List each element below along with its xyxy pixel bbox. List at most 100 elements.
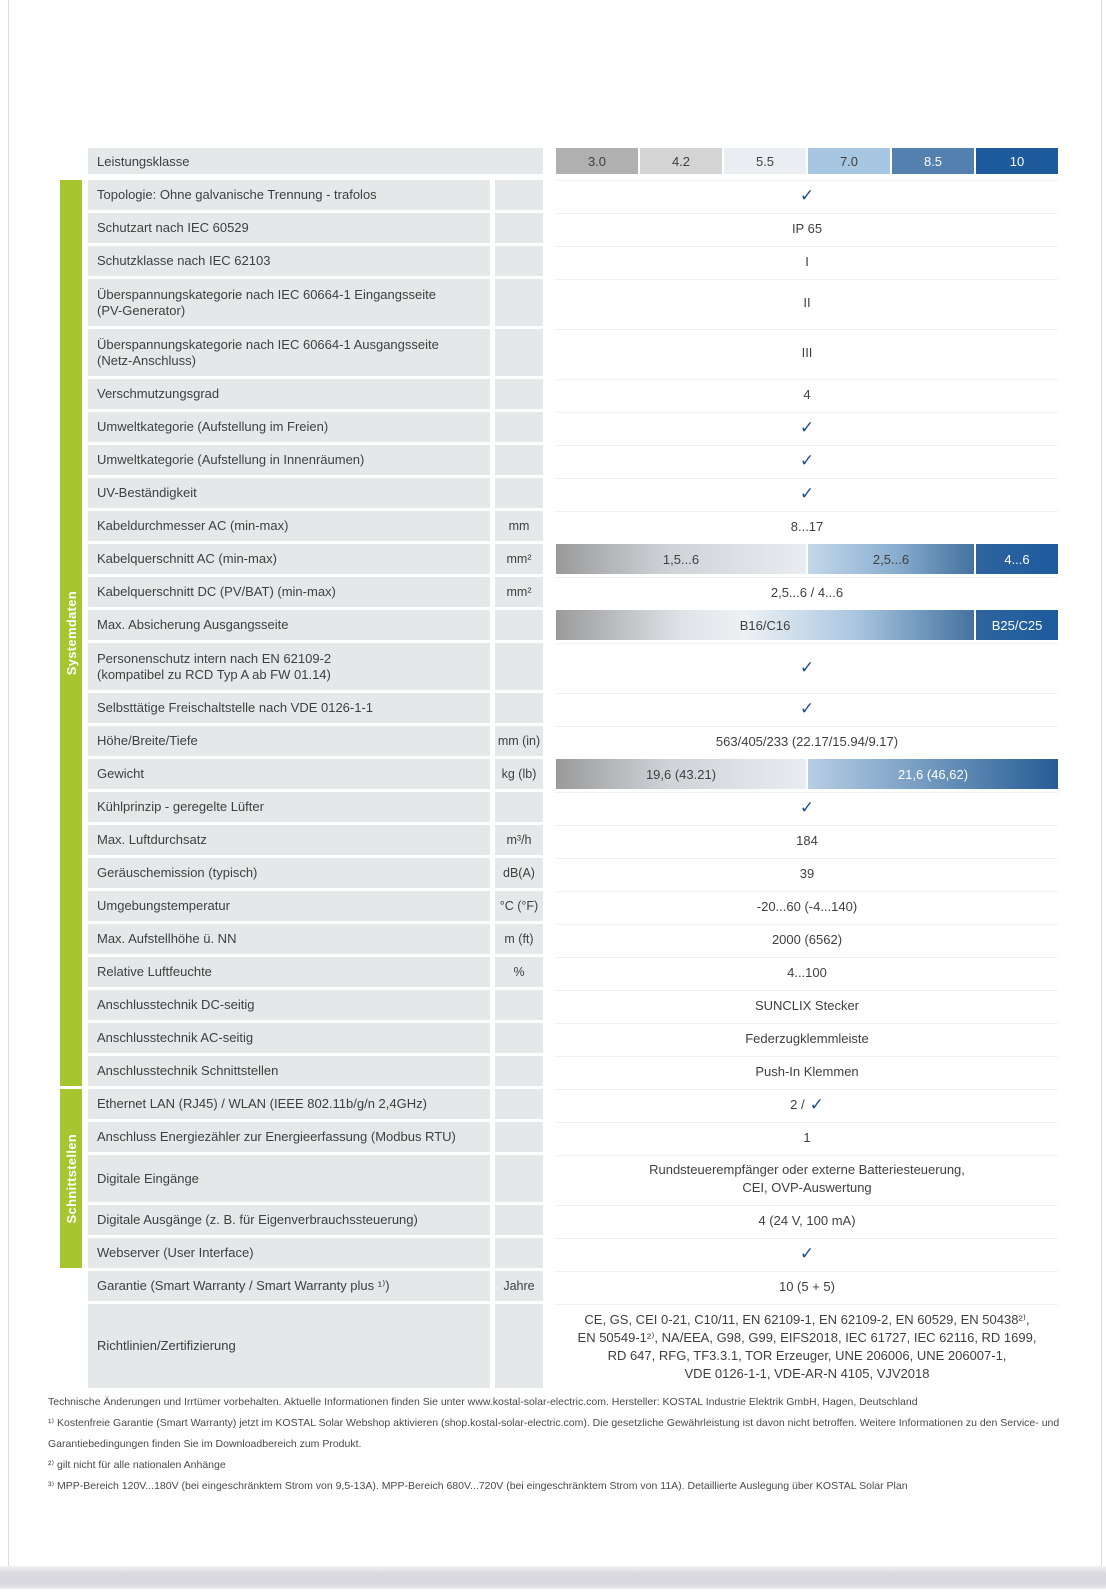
footnote-warranty: ¹⁾ Kostenfreie Garantie (Smart Warranty)… <box>48 1417 1060 1450</box>
row-value: ✓ <box>556 643 1058 690</box>
row-value-text: 10 (5 + 5) <box>778 1278 835 1294</box>
row-unit: mm² <box>495 544 543 574</box>
table-row: Anschlusstechnik Schnittstellen Push-In K… <box>88 1056 1058 1086</box>
row-value: IP 65 <box>556 213 1058 243</box>
table-row: Kühlprinzip - geregelte Lüfter ✓ <box>88 792 1058 822</box>
value-segment: B25/C25 <box>976 610 1058 640</box>
row-unit: Jahre <box>495 1271 543 1301</box>
row-value-text: 184 <box>796 832 818 848</box>
row-label: Digitale Eingänge <box>88 1155 490 1202</box>
value-segment: 19,6 (43.21) <box>556 759 806 789</box>
table-row: Webserver (User Interface) ✓ <box>88 1238 1058 1268</box>
row-label: Selbsttätige Freischaltstelle nach VDE 0… <box>88 693 490 723</box>
row-value-text: CE, GS, CEI 0-21, C10/11, EN 62109-1, EN… <box>577 1311 1037 1381</box>
row-label: Geräuschemission (typisch) <box>88 858 490 888</box>
table-row: Richtlinien/Zertifizierung CE, GS, CEI 0-… <box>88 1304 1058 1388</box>
row-label: Kühlprinzip - geregelte Lüfter <box>88 792 490 822</box>
row-value-text: 8...17 <box>790 518 824 534</box>
row-label: Anschlusstechnik Schnittstellen <box>88 1056 490 1086</box>
row-unit <box>495 610 543 640</box>
section-rows: Topologie: Ohne galvanische Trennung - t… <box>88 180 1058 1086</box>
row-value: 2000 (6562) <box>556 924 1058 954</box>
row-value-text: 563/405/233 (22.17/15.94/9.17) <box>715 733 899 749</box>
table-row: UV-Beständigkeit ✓ <box>88 478 1058 508</box>
row-label: Topologie: Ohne galvanische Trennung - t… <box>88 180 490 210</box>
row-unit <box>495 279 543 326</box>
row-label: Anschlusstechnik DC-seitig <box>88 990 490 1020</box>
table-row: Umweltkategorie (Aufstellung in Innenräu… <box>88 445 1058 475</box>
row-value: Federzugklemmleiste <box>556 1023 1058 1053</box>
row-label: Überspannungskategorie nach IEC 60664-1 … <box>88 279 490 326</box>
power-class-header: Leistungsklasse 3.0 4.2 5.5 7.0 8.5 10 <box>88 148 1058 174</box>
row-label: Umgebungstemperatur <box>88 891 490 921</box>
row-unit <box>495 1089 543 1119</box>
check-icon: ✓ <box>809 1095 824 1114</box>
section-rows: Garantie (Smart Warranty / Smart Warrant… <box>88 1271 1058 1388</box>
page-edge-left <box>8 0 9 1566</box>
row-value-text: 2000 (6562) <box>771 931 843 947</box>
row-value: 10 (5 + 5) <box>556 1271 1058 1301</box>
row-value-text: 2 / <box>790 1096 805 1112</box>
value-segment: 2,5...6 <box>808 544 974 574</box>
power-class-cell: 3.0 <box>556 148 638 174</box>
row-value: ✓ <box>556 180 1058 210</box>
row-value: 563/405/233 (22.17/15.94/9.17) <box>556 726 1058 756</box>
table-row: Topologie: Ohne galvanische Trennung - t… <box>88 180 1058 210</box>
row-unit <box>495 1023 543 1053</box>
row-value-text: SUNCLIX Stecker <box>754 997 860 1013</box>
footnote-national-annex: ²⁾ gilt nicht für alle nationalen Anhäng… <box>48 1459 226 1471</box>
row-unit <box>495 445 543 475</box>
row-label: Schutzart nach IEC 60529 <box>88 213 490 243</box>
row-value: 2,5...6 / 4...6 <box>556 577 1058 607</box>
spec-sheet: Leistungsklasse 3.0 4.2 5.5 7.0 8.5 10 System… <box>60 148 1058 1391</box>
row-label: Kabelquerschnitt DC (PV/BAT) (min-max) <box>88 577 490 607</box>
row-unit <box>495 329 543 376</box>
power-class-cells: 3.0 4.2 5.5 7.0 8.5 10 <box>556 148 1058 174</box>
table-row: Kabelquerschnitt AC (min-max) mm² 1,5...6 2… <box>88 544 1058 574</box>
row-label: Überspannungskategorie nach IEC 60664-1 … <box>88 329 490 376</box>
table-row: Kabeldurchmesser AC (min-max) mm 8...17 <box>88 511 1058 541</box>
check-icon: ✓ <box>799 451 815 470</box>
row-unit <box>495 990 543 1020</box>
row-unit: mm (in) <box>495 726 543 756</box>
row-value-text: Federzugklemmleiste <box>745 1030 869 1046</box>
row-value: B16/C16 B25/C25 <box>556 610 1058 640</box>
table-row: Überspannungskategorie nach IEC 60664-1 … <box>88 279 1058 326</box>
check-icon: ✓ <box>799 186 815 205</box>
value-segment: B16/C16 <box>556 610 974 640</box>
table-row: Anschlusstechnik AC-seitig Federzugklemml… <box>88 1023 1058 1053</box>
row-value: ✓ <box>556 792 1058 822</box>
row-unit <box>495 792 543 822</box>
table-row: Umweltkategorie (Aufstellung im Freien) ✓ <box>88 412 1058 442</box>
row-label: Umweltkategorie (Aufstellung in Innenräu… <box>88 445 490 475</box>
row-unit <box>495 478 543 508</box>
row-value: CE, GS, CEI 0-21, C10/11, EN 62109-1, EN… <box>556 1304 1058 1388</box>
row-value-text: 39 <box>799 865 815 881</box>
row-value: 8...17 <box>556 511 1058 541</box>
row-value: 4...100 <box>556 957 1058 987</box>
row-unit <box>495 1122 543 1152</box>
table-row: Verschmutzungsgrad 4 <box>88 379 1058 409</box>
section-bar: Systemdaten <box>60 180 82 1086</box>
table-row: Anschlusstechnik DC-seitig SUNCLIX Stecke… <box>88 990 1058 1020</box>
row-unit <box>495 1238 543 1268</box>
row-unit <box>495 1205 543 1235</box>
row-unit <box>495 693 543 723</box>
row-unit: m (ft) <box>495 924 543 954</box>
row-unit: dB(A) <box>495 858 543 888</box>
row-value-text: -20...60 (-4...140) <box>756 898 858 914</box>
footnote-general: Technische Änderungen und Irrtümer vorbe… <box>48 1396 918 1408</box>
row-label: Höhe/Breite/Tiefe <box>88 726 490 756</box>
row-value: -20...60 (-4...140) <box>556 891 1058 921</box>
table-row: Relative Luftfeuchte% 4...100 <box>88 957 1058 987</box>
row-unit <box>495 1304 543 1388</box>
power-class-cell: 7.0 <box>808 148 890 174</box>
section-group: Schnittstellen Ethernet LAN (RJ45) / WLAN… <box>60 1089 1058 1268</box>
row-value: Push-In Klemmen <box>556 1056 1058 1086</box>
row-label: Umweltkategorie (Aufstellung im Freien) <box>88 412 490 442</box>
power-class-cell: 4.2 <box>640 148 722 174</box>
row-unit: mm <box>495 511 543 541</box>
check-icon: ✓ <box>799 1244 815 1263</box>
row-unit: mm² <box>495 577 543 607</box>
table-row: Garantie (Smart Warranty / Smart Warrant… <box>88 1271 1058 1301</box>
